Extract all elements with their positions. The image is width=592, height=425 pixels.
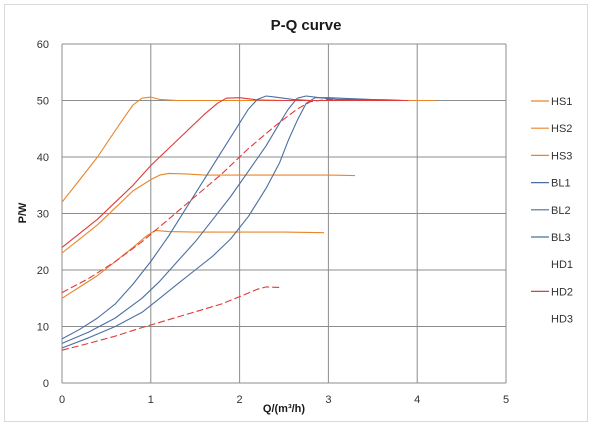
series-line-hd3 bbox=[61, 286, 280, 351]
series-line-bl1 bbox=[61, 95, 400, 340]
gridlines bbox=[61, 43, 507, 384]
x-axis-title: Q/(m³/h) bbox=[263, 403, 305, 415]
y-tick-label: 40 bbox=[37, 152, 49, 164]
series-line-hs2 bbox=[61, 172, 356, 254]
y-tick-label: 30 bbox=[37, 209, 49, 221]
y-axis-title: P/W bbox=[17, 202, 29, 223]
y-tick-label: 10 bbox=[37, 322, 49, 334]
x-tick-label: 0 bbox=[59, 394, 65, 406]
series-line-hs3 bbox=[61, 229, 325, 299]
x-tick-label: 3 bbox=[325, 394, 331, 406]
legend-label-hd1: HD1 bbox=[551, 259, 573, 271]
x-tick-label: 2 bbox=[237, 394, 243, 406]
legend-label-bl3: BL3 bbox=[551, 232, 571, 244]
series-line-hd1 bbox=[61, 97, 409, 248]
legend-label-bl2: BL2 bbox=[551, 205, 571, 217]
y-tick-label: 0 bbox=[43, 378, 49, 390]
y-tick-label: 60 bbox=[37, 39, 49, 51]
series-line-bl3 bbox=[61, 97, 404, 349]
x-tick-label: 1 bbox=[148, 394, 154, 406]
legend-label-hs2: HS2 bbox=[551, 123, 572, 135]
series-line-hs1 bbox=[61, 96, 435, 203]
legend-label-bl1: BL1 bbox=[551, 178, 571, 190]
legend-label-hd2: HD2 bbox=[551, 286, 573, 298]
series-line-bl2 bbox=[61, 95, 404, 344]
legend-label-hs3: HS3 bbox=[551, 150, 572, 162]
x-tick-label: 5 bbox=[503, 394, 509, 406]
series-lines bbox=[61, 95, 435, 351]
legend-label-hs1: HS1 bbox=[551, 96, 572, 108]
x-tick-label: 4 bbox=[414, 394, 420, 406]
chart-title: P-Q curve bbox=[271, 17, 342, 34]
series-line-hd2 bbox=[61, 98, 409, 294]
legend-label-hd3: HD3 bbox=[551, 314, 573, 326]
y-tick-label: 50 bbox=[37, 96, 49, 108]
y-tick-label: 20 bbox=[37, 265, 49, 277]
legend: HS1 HS2 HS3 BL1 BL2 BL3 HD1 HD2 HD3 bbox=[531, 96, 573, 326]
